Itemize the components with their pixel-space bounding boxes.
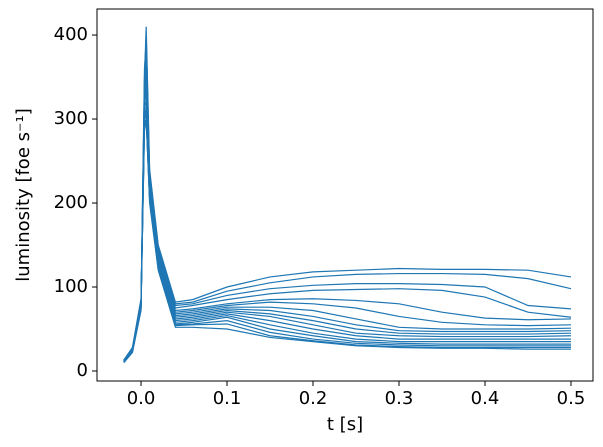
data-line [123, 118, 571, 362]
y-axis-label: luminosity [foe s⁻¹] [13, 108, 34, 281]
y-tick-label: 300 [54, 108, 88, 129]
x-tick-label: 0.0 [127, 388, 156, 409]
plot-frame [96, 8, 594, 382]
x-tick-label: 0.4 [471, 388, 500, 409]
y-tick-label: 200 [54, 192, 88, 213]
x-axis-label: t [s] [327, 414, 363, 435]
y-tick-label: 100 [54, 276, 88, 297]
x-tick-label: 0.3 [385, 388, 414, 409]
y-tick-label: 400 [54, 24, 88, 45]
x-tick-label: 0.1 [213, 388, 242, 409]
x-tick-label: 0.2 [299, 388, 328, 409]
x-tick-label: 0.5 [557, 388, 586, 409]
data-line [123, 93, 572, 363]
y-tick-label: 0 [77, 360, 88, 381]
